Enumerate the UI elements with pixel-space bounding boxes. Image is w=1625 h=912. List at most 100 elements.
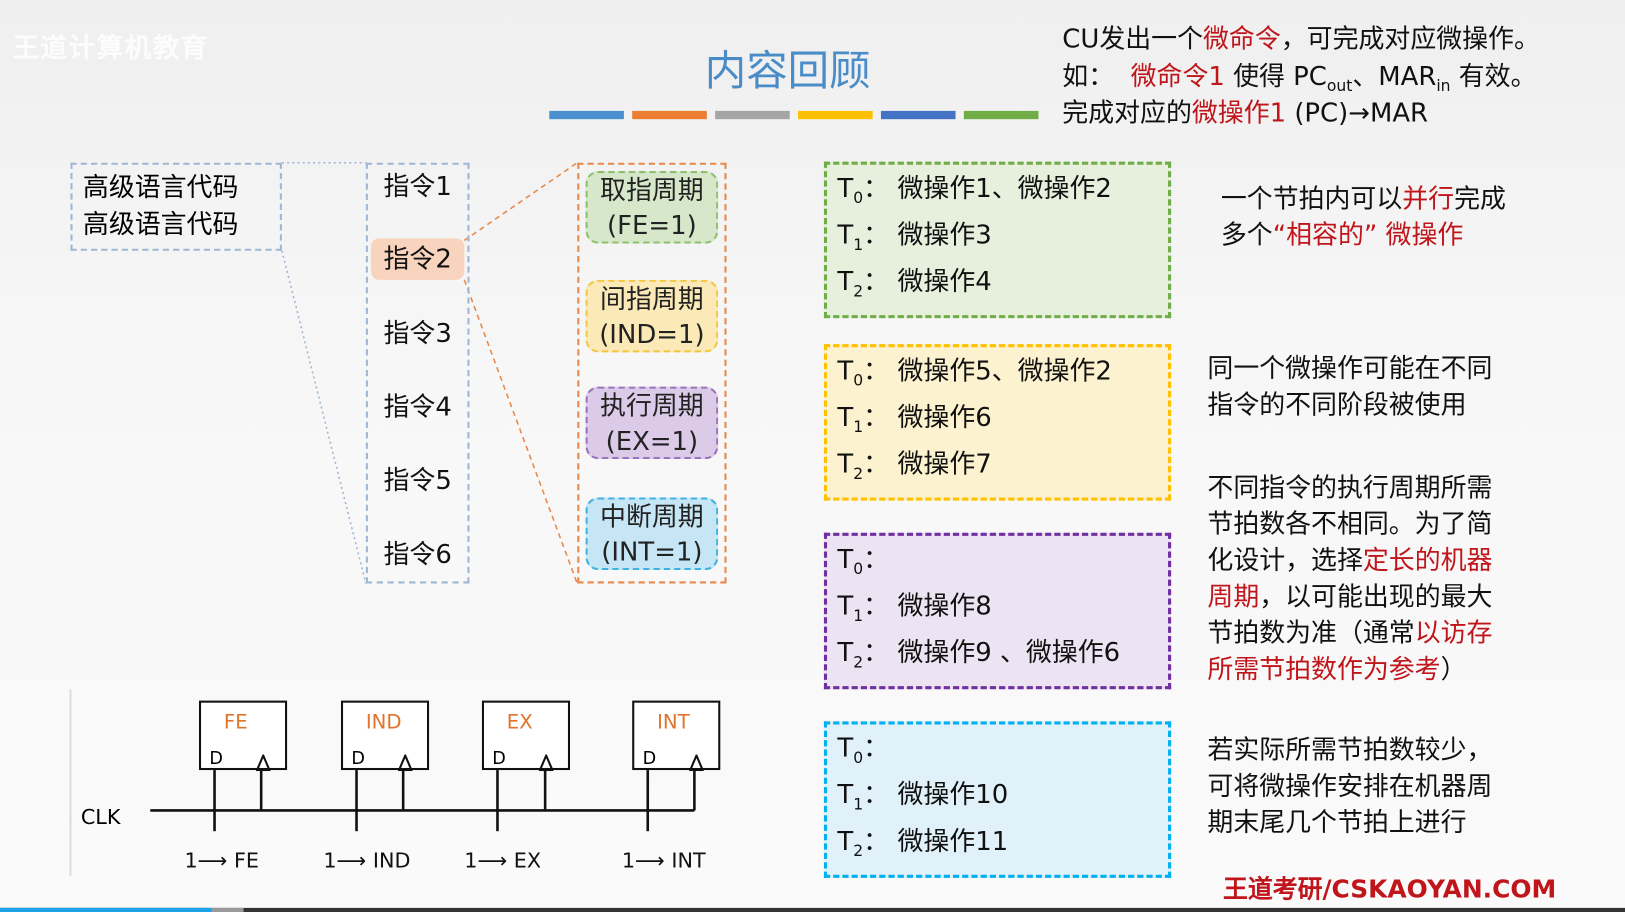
input-label: 1⟶ IND: [323, 847, 411, 873]
text: out: [1326, 76, 1353, 96]
note-fixed-cycle: 不同指令的执行周期所需 节拍数各不相同。为了简 化设计，选择定长的机器 周期，以…: [1207, 469, 1559, 687]
note-tail-beats: 若实际所需节拍数较少， 可将微操作安排在机器周 期末尾几个节拍上进行: [1207, 732, 1559, 841]
micro-ops: 微操作3: [897, 219, 992, 250]
micro-ops: 微操作1、微操作2: [897, 173, 1112, 204]
beat-index: 2: [853, 841, 864, 861]
cycle-flag: (IND=1): [599, 319, 705, 350]
color-bar: [715, 110, 790, 120]
timing-row: T0： 微操作5、微操作2: [837, 355, 1112, 390]
micro-ops: 微操作8: [897, 590, 992, 621]
code-line: 高级语言代码: [82, 172, 239, 203]
flip-flop-name: INT: [657, 710, 690, 734]
timing-row: T1： 微操作8: [837, 590, 992, 625]
text: 使得 PC: [1224, 61, 1327, 92]
flip-flop-name: FE: [223, 710, 248, 734]
clk-label: CLK: [80, 804, 121, 830]
color-bar: [963, 110, 1039, 120]
input-label: 1⟶ INT: [621, 847, 706, 873]
instruction-item: 指令6: [383, 538, 452, 569]
text: 完成对应的: [1062, 97, 1192, 128]
top-note-line-1: CU发出一个微命令，可完成对应微操作。: [1062, 19, 1540, 56]
micro-ops: 微操作10: [897, 779, 1009, 810]
cycle-box: 取指周期 (FE=1): [585, 171, 719, 244]
text: 化设计，选择: [1207, 545, 1363, 576]
cycle-box: 中断周期 (INT=1): [585, 497, 719, 571]
cycle-box: 间指周期 (IND=1): [585, 279, 719, 353]
micro-ops: 微操作7: [897, 448, 992, 479]
flip-flop: INT D: [632, 700, 721, 772]
d-input-label: D: [351, 748, 365, 770]
brand-footer: 王道考研/CSKAOYAN.COM: [1222, 874, 1557, 904]
clock-edge-icon: [538, 754, 554, 772]
instruction-item: 指令4: [383, 391, 452, 422]
cycle-name: 间指周期: [600, 283, 704, 315]
beat-index: 0: [853, 748, 864, 767]
top-note-line-3: 完成对应的微操作1 (PC)→MAR: [1062, 92, 1428, 129]
micro-ops: 微操作11: [897, 826, 1009, 857]
text: 一个节拍内可以: [1220, 183, 1403, 214]
text: in: [1436, 76, 1451, 96]
color-bar: [632, 110, 707, 120]
text: 微操作: [1377, 219, 1464, 250]
instruction-item: 指令5: [383, 465, 452, 496]
clock-edge-icon: [397, 754, 413, 772]
text: 指令的不同阶段被使用: [1207, 389, 1467, 420]
cycle-group: [577, 162, 727, 584]
instruction-item: 指令3: [383, 318, 452, 349]
timing-row: T1： 微操作6: [837, 402, 992, 437]
beat-index: 1: [853, 417, 864, 437]
timing-row: T0： 微操作1、微操作2: [837, 173, 1112, 208]
text: 所需节拍数作为参考: [1207, 653, 1441, 685]
text: (PC)→MAR: [1286, 97, 1429, 128]
cycle-flag: (INT=1): [601, 536, 703, 567]
beat-index: 1: [853, 235, 864, 254]
instruction-item: 指令1: [383, 171, 452, 202]
text: 完成: [1454, 183, 1506, 214]
text: 微命令: [1203, 23, 1281, 54]
text: “相容的”: [1272, 219, 1378, 250]
text: CU发出一个: [1062, 23, 1204, 54]
played-bar: [0, 907, 212, 912]
input-label: 1⟶ EX: [464, 847, 542, 873]
timing-row: T2： 微操作9 、微操作6: [837, 637, 1121, 672]
beat-index: 2: [853, 464, 864, 483]
text: ）: [1440, 653, 1467, 685]
high-level-code-box: 高级语言代码 高级语言代码: [70, 162, 282, 251]
cycle-name: 执行周期: [600, 390, 704, 421]
flip-flop: FE D: [198, 700, 288, 772]
cycle-name: 取指周期: [600, 175, 704, 206]
text: ，以可能出现的最大: [1259, 581, 1493, 612]
timing-box: T0： T1： 微操作10 T2： 微操作11: [823, 721, 1172, 878]
timing-row: T2： 微操作11: [837, 826, 1009, 861]
instruction-list: [365, 162, 470, 584]
clock-edge-icon: [689, 754, 704, 772]
note-reuse: 同一个微操作可能在不同 指令的不同阶段被使用: [1207, 350, 1559, 423]
instruction-item: 指令2: [371, 238, 465, 280]
color-bar: [549, 110, 624, 120]
beat-index: 0: [853, 371, 864, 390]
beat-index: 1: [853, 606, 864, 625]
color-bar: [798, 110, 873, 120]
micro-ops: 微操作4: [897, 266, 992, 297]
text: 期末尾几个节拍上进行: [1207, 807, 1467, 838]
watermark: 王道计算机教育: [12, 33, 209, 65]
beat-index: 2: [853, 652, 864, 672]
timing-row: T2： 微操作7: [837, 448, 992, 483]
text: 节拍数各不相同。为了简: [1207, 508, 1493, 539]
input-label: 1⟶ FE: [184, 847, 260, 873]
page-title: 内容回顾: [704, 47, 871, 96]
note-parallel: 一个节拍内可以并行完成 多个“相容的” 微操作: [1221, 180, 1573, 253]
beat-index: 1: [853, 794, 864, 814]
timing-box: T0： 微操作1、微操作2 T1： 微操作3 T2： 微操作4: [823, 161, 1172, 319]
video-progress-bar[interactable]: [0, 907, 1625, 912]
text: 有效。: [1450, 61, 1537, 92]
top-note-line-2: 如： 微命令1 使得 PCout、MARin 有效。: [1062, 56, 1536, 95]
timing-row: T1： 微操作10: [837, 779, 1009, 814]
text: 微操作1: [1191, 97, 1287, 128]
micro-ops: 微操作6: [897, 402, 992, 433]
timing-row: T2： 微操作4: [837, 266, 992, 301]
text: 多个: [1220, 219, 1273, 250]
beat-index: 0: [853, 188, 864, 208]
